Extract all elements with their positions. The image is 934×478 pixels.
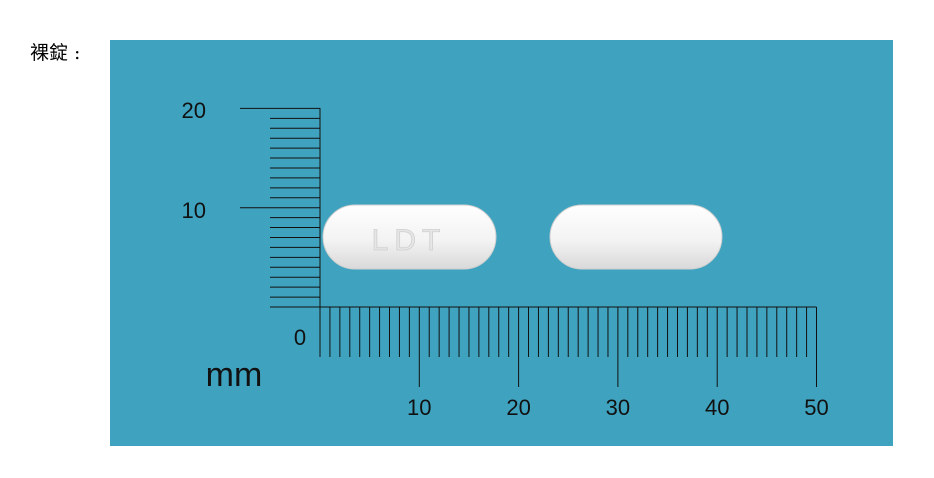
ruler-y-label-10: 10 — [182, 198, 206, 223]
tablet-photo-canvas: 20 10 0 mm 10 20 30 40 50 LDT — [182, 98, 829, 420]
ruler-x-label: 50 — [804, 395, 828, 420]
ruler-x-labels: 10 20 30 40 50 — [407, 395, 829, 420]
tablet-back — [549, 204, 723, 270]
tablet-type-caption: 裸錠 : — [30, 42, 81, 64]
tablet-imprint: LDT — [372, 224, 447, 257]
ruler-y-label-20: 20 — [182, 98, 206, 123]
tablet-photo: 20 10 0 mm 10 20 30 40 50 LDT — [110, 40, 893, 446]
ruler-x-label: 40 — [705, 395, 729, 420]
mm-ruler — [240, 107, 817, 387]
ruler-x-label: 30 — [606, 395, 630, 420]
ruler-x-label: 20 — [506, 395, 530, 420]
tablet-front: LDT — [322, 204, 497, 270]
ruler-x-label: 10 — [407, 395, 431, 420]
ruler-unit-label: mm — [206, 356, 263, 394]
ruler-origin-label: 0 — [294, 325, 306, 350]
